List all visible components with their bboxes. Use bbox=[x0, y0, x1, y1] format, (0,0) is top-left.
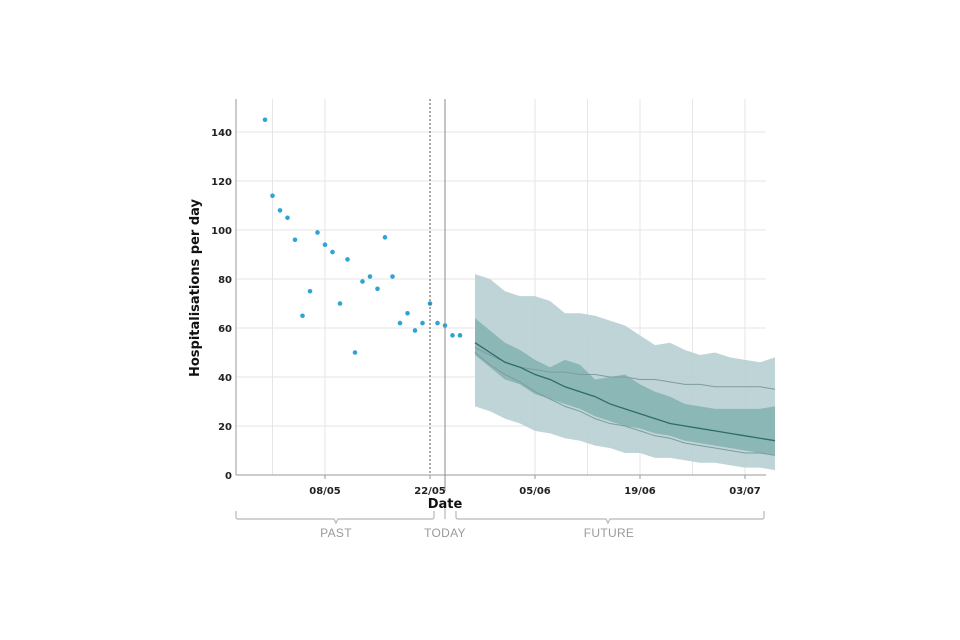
observed-point bbox=[292, 237, 298, 243]
y-tick-label: 40 bbox=[218, 373, 232, 384]
y-axis-title: Hospitalisations per day bbox=[188, 198, 203, 377]
today-label: TODAY bbox=[424, 526, 466, 540]
observed-point bbox=[412, 328, 418, 333]
observed-point bbox=[397, 320, 403, 326]
observed-point bbox=[405, 311, 410, 316]
past-brace bbox=[235, 511, 435, 525]
axes: 0 20 40 60 80 100 120 140 08/05 22/05 05/06 19/06 03… bbox=[211, 99, 766, 497]
observed-point bbox=[285, 215, 290, 221]
forecast-bands bbox=[475, 274, 775, 471]
y-tick-label: 80 bbox=[218, 275, 232, 286]
future-label: FUTURE bbox=[584, 526, 634, 540]
inner-uncertainty-band bbox=[475, 318, 775, 456]
y-tick-label: 140 bbox=[211, 128, 232, 139]
x-tick-label: 22/05 bbox=[414, 486, 446, 497]
observed-point bbox=[277, 208, 283, 213]
x-axis-title: Date bbox=[428, 497, 463, 512]
observed-point bbox=[270, 193, 275, 198]
observed-point bbox=[360, 279, 365, 284]
future-brace bbox=[455, 511, 765, 525]
observed-point bbox=[450, 333, 455, 338]
observed-point bbox=[420, 320, 425, 326]
y-tick-label: 60 bbox=[218, 324, 232, 335]
observed-point bbox=[315, 230, 320, 235]
observed-point bbox=[352, 350, 358, 355]
observed-points bbox=[262, 117, 463, 355]
past-label: PAST bbox=[320, 526, 352, 540]
x-tick-label: 03/07 bbox=[729, 486, 761, 497]
scenario-line-low bbox=[474, 352, 776, 456]
y-tick-label: 20 bbox=[218, 422, 232, 433]
observed-point bbox=[337, 301, 343, 306]
x-tick-label: 05/06 bbox=[519, 486, 551, 497]
median-forecast-line bbox=[474, 342, 776, 442]
observed-point bbox=[382, 235, 388, 240]
x-tick-label: 08/05 bbox=[309, 486, 341, 497]
observed-point bbox=[435, 320, 440, 326]
observed-point bbox=[345, 257, 350, 262]
observed-point bbox=[330, 249, 335, 255]
y-tick-label: 0 bbox=[225, 471, 232, 482]
y-tick-label: 120 bbox=[211, 177, 232, 188]
forecast-lines bbox=[474, 342, 776, 456]
observed-point bbox=[262, 117, 268, 123]
observed-point bbox=[322, 242, 328, 247]
x-tick-label: 19/06 bbox=[624, 486, 656, 497]
y-tick-label: 100 bbox=[211, 226, 232, 237]
observed-point bbox=[457, 333, 463, 338]
observed-point bbox=[300, 313, 305, 319]
observed-point bbox=[375, 286, 380, 292]
observed-point bbox=[367, 274, 373, 279]
period-annotations: PAST TODAY FUTURE bbox=[235, 508, 765, 540]
observed-point bbox=[307, 288, 313, 294]
scenario-line-high bbox=[474, 347, 776, 390]
observed-point bbox=[390, 274, 395, 279]
